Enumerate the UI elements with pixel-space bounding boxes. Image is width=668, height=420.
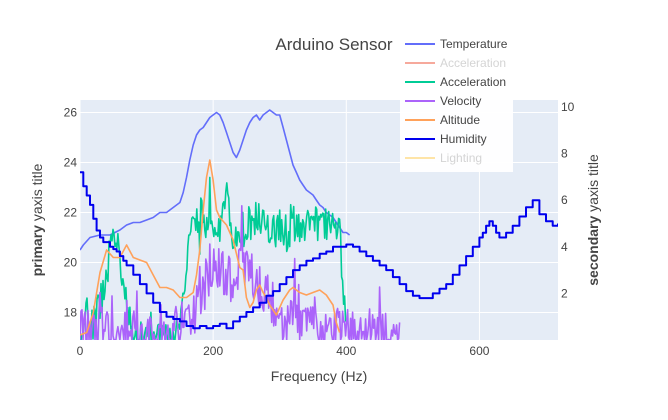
series-line-altitude [80, 159, 341, 336]
series-line-velocity [80, 205, 401, 340]
y-tick-label-secondary: 2 [561, 286, 568, 300]
y-axis-title-primary: primary yaxis title [29, 163, 45, 276]
x-tick-label: 600 [469, 344, 489, 358]
legend-item[interactable]: Humidity [405, 132, 487, 146]
y-tick-label-secondary: 10 [561, 100, 575, 114]
y-axis-title-secondary-bold: secondary [585, 216, 601, 286]
legend-label: Lighting [440, 151, 482, 165]
y-tick-label-secondary: 4 [561, 240, 568, 254]
y-tick-label-secondary: 6 [561, 193, 568, 207]
legend-label: Temperature [440, 37, 508, 51]
legend-label: Altitude [440, 113, 480, 127]
chart-title: Arduino Sensor [275, 35, 393, 54]
x-axis-title: Frequency (Hz) [271, 368, 367, 384]
legend-item[interactable]: Altitude [405, 113, 480, 127]
legend-label: Acceleration [440, 56, 506, 70]
legend-item[interactable]: Velocity [405, 94, 481, 108]
y-axis-title-secondary: secondary yaxis title [585, 154, 601, 286]
x-tick-label: 400 [336, 344, 356, 358]
x-tick-label: 200 [203, 344, 223, 358]
legend-item[interactable]: Lighting [405, 151, 482, 165]
series-line-humidity [80, 171, 558, 330]
legend-label: Acceleration [440, 75, 506, 89]
y-axis-title-primary-bold: primary [29, 225, 45, 277]
y-tick-label-primary: 20 [64, 256, 78, 270]
series-line-acceleration [80, 176, 347, 340]
y-axis-title-primary-rest: yaxis title [29, 163, 45, 225]
y-tick-label-primary: 26 [64, 106, 78, 120]
series-layer [80, 109, 558, 340]
y-tick-label-primary: 22 [64, 206, 78, 220]
y-tick-label-primary: 24 [64, 156, 78, 170]
legend-label: Humidity [440, 132, 487, 146]
series-line-temperature [80, 109, 351, 251]
legend: Temperature Acceleration Acceleration Veloc… [400, 32, 513, 172]
legend-label: Velocity [440, 94, 481, 108]
legend-item[interactable]: Temperature [405, 37, 508, 51]
y-tick-label-primary: 18 [64, 306, 78, 320]
x-tick-label: 0 [77, 344, 84, 358]
y-tick-label-secondary: 8 [561, 147, 568, 161]
legend-item[interactable]: Acceleration [405, 75, 506, 89]
y-axis-title-secondary-rest: yaxis title [585, 154, 601, 216]
legend-item[interactable]: Acceleration [405, 56, 506, 70]
